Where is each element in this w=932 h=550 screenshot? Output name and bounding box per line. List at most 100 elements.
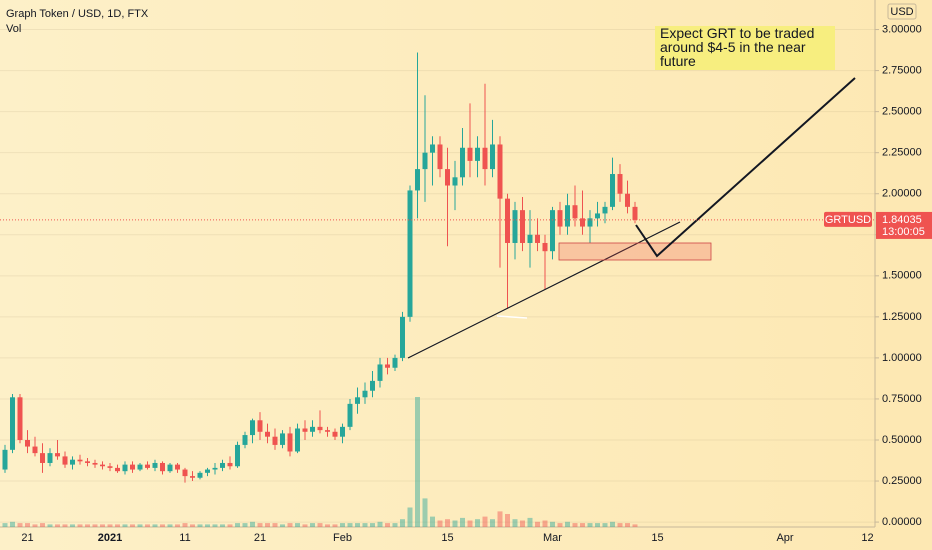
- volume-bar: [557, 523, 563, 527]
- volume-bar: [422, 498, 428, 527]
- y-tick-label: 3.00000: [882, 23, 922, 35]
- annotation: Expect GRT to be traded around $4-5 in t…: [655, 26, 835, 70]
- candle-body: [610, 174, 615, 207]
- candle-body: [632, 206, 638, 220]
- volume-bar: [55, 524, 60, 527]
- volume-bar: [497, 511, 503, 527]
- volume-bar: [535, 521, 540, 527]
- candle-body: [527, 234, 533, 243]
- volume-bar: [430, 516, 435, 527]
- y-tick-label: 2.75000: [882, 65, 922, 77]
- y-tick-label: 0.75000: [882, 393, 922, 405]
- volume-bar: [40, 523, 45, 527]
- currency: USD: [890, 6, 913, 18]
- marker-line: [496, 315, 528, 319]
- volume-bar: [355, 523, 360, 527]
- x-tick-label: Feb: [333, 532, 352, 544]
- candle-body: [340, 426, 345, 437]
- candle-body: [377, 364, 383, 381]
- candle-body: [137, 464, 143, 470]
- candle-body: [452, 177, 458, 186]
- volume-bar: [452, 520, 458, 527]
- volume-bar: [197, 524, 203, 527]
- volume-bar: [17, 523, 23, 527]
- candle-body: [32, 446, 38, 454]
- volume-bar: [265, 523, 270, 527]
- candle-body: [505, 198, 510, 243]
- volume-bar: [385, 523, 390, 527]
- volume-bar: [175, 524, 180, 527]
- candle-body: [355, 397, 360, 404]
- volume-bar: [25, 523, 30, 527]
- volume-bar: [325, 524, 330, 527]
- volume-bar: [167, 524, 173, 527]
- candle-body: [302, 428, 308, 432]
- candle-body: [40, 453, 45, 463]
- candle-body: [595, 213, 600, 219]
- price-tag: [876, 211, 932, 239]
- candle-body: [490, 144, 495, 170]
- candle-body: [625, 193, 630, 207]
- candle-body: [130, 464, 135, 470]
- volume-bar: [415, 397, 420, 527]
- x-tick-label: Apr: [776, 532, 793, 544]
- candle-body: [482, 147, 488, 170]
- volume-bar: [437, 520, 443, 527]
- price-axis: [875, 0, 932, 550]
- volume-bar: [272, 523, 278, 527]
- volume-bar: [115, 524, 120, 527]
- trend-line: [407, 221, 681, 359]
- volume-bar: [565, 521, 570, 527]
- candle-body: [100, 464, 105, 467]
- candle-body: [287, 433, 293, 452]
- x-tick-label: Mar: [543, 532, 562, 544]
- volume-bar: [10, 521, 15, 527]
- volume-layer: [0, 29, 875, 527]
- candle-body: [370, 380, 375, 391]
- volume-bar: [62, 524, 68, 527]
- candle-body: [295, 428, 300, 452]
- candle-body: [362, 390, 368, 398]
- y-tick-label: 0.00000: [882, 516, 922, 528]
- y-tick-label: 2.25000: [882, 147, 922, 159]
- candle-body: [145, 464, 150, 468]
- volume-bar: [302, 524, 308, 527]
- candle-body: [392, 357, 398, 368]
- volume-bar: [212, 524, 218, 527]
- volume-bar: [122, 524, 128, 527]
- x-tick-label: 15: [651, 532, 663, 544]
- volume-bar: [227, 524, 233, 527]
- candle-body: [415, 169, 420, 191]
- volume-bar: [235, 523, 240, 527]
- currency-box: [887, 3, 917, 20]
- candle-body: [70, 459, 75, 465]
- candle-body: [617, 174, 623, 194]
- candle-body: [385, 364, 390, 368]
- candle-body: [347, 403, 353, 427]
- volume-bar: [92, 524, 98, 527]
- candle-body: [250, 420, 255, 436]
- volume-bar: [632, 524, 638, 527]
- x-tick-label: 21: [254, 532, 266, 544]
- volume-bar: [77, 524, 83, 527]
- chart-title: Graph Token / USD, 1D, FTX: [6, 8, 149, 20]
- volume-bar: [317, 523, 323, 527]
- candle-body: [205, 469, 210, 473]
- volume-bar: [287, 523, 293, 527]
- volume-bar: [310, 523, 315, 527]
- candle-body: [167, 464, 173, 472]
- volume-bar: [370, 523, 375, 527]
- candle-body: [317, 426, 323, 431]
- volume-bar: [182, 523, 188, 527]
- candle-body: [47, 453, 53, 463]
- candle-body: [160, 462, 165, 472]
- candle-body: [602, 206, 608, 214]
- candle-body: [310, 426, 315, 432]
- candle-body: [475, 147, 480, 161]
- volume-bar: [362, 523, 368, 527]
- candle-body: [587, 218, 593, 227]
- volume-bar: [145, 524, 150, 527]
- candle-body: [85, 461, 90, 463]
- candle-body: [407, 190, 413, 317]
